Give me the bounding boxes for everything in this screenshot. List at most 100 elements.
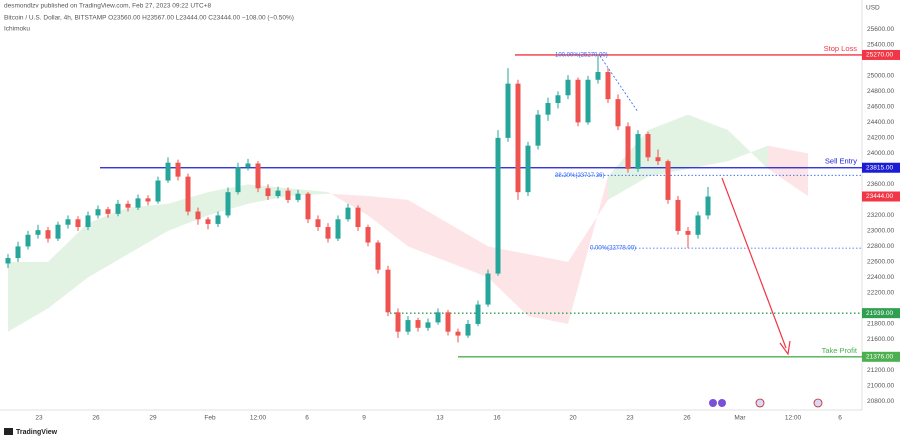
candle-body xyxy=(685,230,691,235)
price-tag-label: 25270.00 xyxy=(866,52,893,59)
candle-body xyxy=(105,209,111,214)
y-tick-label: 21600.00 xyxy=(867,336,894,343)
candle-body xyxy=(405,320,411,332)
candle-body xyxy=(215,215,221,224)
candle-body xyxy=(465,323,471,336)
y-tick-label: 21800.00 xyxy=(867,321,894,328)
x-tick-label: 6 xyxy=(305,415,309,422)
event-icon xyxy=(709,399,717,407)
cloud-segment xyxy=(408,199,448,262)
candle-body xyxy=(605,72,611,100)
candle-body xyxy=(375,242,381,270)
x-tick-label: 13 xyxy=(436,415,444,422)
candle-body xyxy=(445,312,451,332)
y-tick-label: 25600.00 xyxy=(867,26,894,33)
y-tick-label: 22200.00 xyxy=(867,290,894,297)
candle-body xyxy=(505,83,511,138)
price-tag xyxy=(862,351,900,362)
header: desmondlzv published on TradingView.com,… xyxy=(4,3,211,10)
y-tick-label: 21000.00 xyxy=(867,383,894,390)
candle-body xyxy=(205,219,211,224)
candle-body xyxy=(275,190,281,197)
cloud-segment xyxy=(568,176,608,324)
y-tick-label: 23000.00 xyxy=(867,228,894,235)
candle-body xyxy=(645,134,651,158)
fib-label: 100.00%(25270.00) xyxy=(555,53,608,59)
candle-body xyxy=(575,79,581,123)
candle-body xyxy=(385,269,391,313)
candle-body xyxy=(315,219,321,228)
price-tag-label: 21376.00 xyxy=(866,354,893,361)
level-name: Sell Entry xyxy=(825,157,857,166)
x-tick-label: 26 xyxy=(92,415,100,422)
candle-body xyxy=(75,219,81,228)
y-tick-label: 23200.00 xyxy=(867,212,894,219)
candle-body xyxy=(85,215,91,228)
price-tag-label: 21939.00 xyxy=(866,310,893,317)
y-tick-label: 24000.00 xyxy=(867,150,894,157)
level-name: Take Profit xyxy=(822,346,858,355)
candle-body xyxy=(635,134,641,169)
candle-body xyxy=(155,180,161,202)
forecast-arrow xyxy=(721,177,787,349)
candle-body xyxy=(15,246,21,259)
candle-body xyxy=(5,258,11,264)
price-tag xyxy=(862,162,900,173)
candle-body xyxy=(395,312,401,332)
price-tag xyxy=(862,308,900,319)
candle-body xyxy=(305,193,311,220)
x-tick-label: 23 xyxy=(626,415,634,422)
candle-body xyxy=(545,103,551,115)
cloud-segment xyxy=(48,223,88,309)
x-tick-label: Mar xyxy=(734,415,746,422)
price-tag-label: 23815.00 xyxy=(866,164,893,171)
fib-label: 0.00%(22778.00) xyxy=(590,246,636,252)
y-tick-label: 22800.00 xyxy=(867,243,894,250)
y-tick-label: 21200.00 xyxy=(867,367,894,374)
x-tick-label: 26 xyxy=(683,415,691,422)
candle-body xyxy=(655,157,661,162)
level-name: Stop Loss xyxy=(824,44,858,53)
candle-body xyxy=(525,145,531,193)
candle-body xyxy=(355,207,361,228)
candle-body xyxy=(495,137,501,274)
candle-body xyxy=(35,230,41,235)
candle-body xyxy=(335,219,341,239)
candle-body xyxy=(25,234,31,247)
candle-body xyxy=(345,207,351,220)
candle-body xyxy=(195,211,201,220)
candle-body xyxy=(625,126,631,169)
fib-label: 38.20%(23717.36) xyxy=(555,173,604,179)
candle-body xyxy=(325,227,331,239)
currency: USD xyxy=(866,5,880,12)
candle-body xyxy=(485,273,491,305)
y-tick-label: 22600.00 xyxy=(867,259,894,266)
candle-body xyxy=(585,79,591,123)
candle-body xyxy=(115,203,121,214)
cloud-segment xyxy=(368,196,408,247)
y-tick-label: 24800.00 xyxy=(867,88,894,95)
candle-body xyxy=(565,79,571,96)
candle-body xyxy=(705,196,711,216)
candle-body xyxy=(295,193,301,200)
candle-body xyxy=(595,72,601,80)
current-price-label: 23444.00 xyxy=(866,193,893,200)
x-tick-label: Feb xyxy=(204,415,216,422)
cloud-segment xyxy=(528,254,568,324)
candle-body xyxy=(455,331,461,336)
y-tick-label: 20800.00 xyxy=(867,398,894,405)
y-tick-label: 24200.00 xyxy=(867,135,894,142)
cloud-segment xyxy=(128,203,168,255)
cloud-segment xyxy=(88,207,128,278)
brand: TradingView xyxy=(16,429,58,436)
candle-body xyxy=(695,215,701,235)
candle-body xyxy=(45,230,51,239)
candle-body xyxy=(235,167,241,193)
candle-body xyxy=(245,163,251,168)
candle-body xyxy=(675,199,681,231)
event-icon xyxy=(755,398,765,408)
cloud-segment xyxy=(8,261,48,332)
candle-body xyxy=(225,192,231,216)
candle-body xyxy=(285,190,291,200)
